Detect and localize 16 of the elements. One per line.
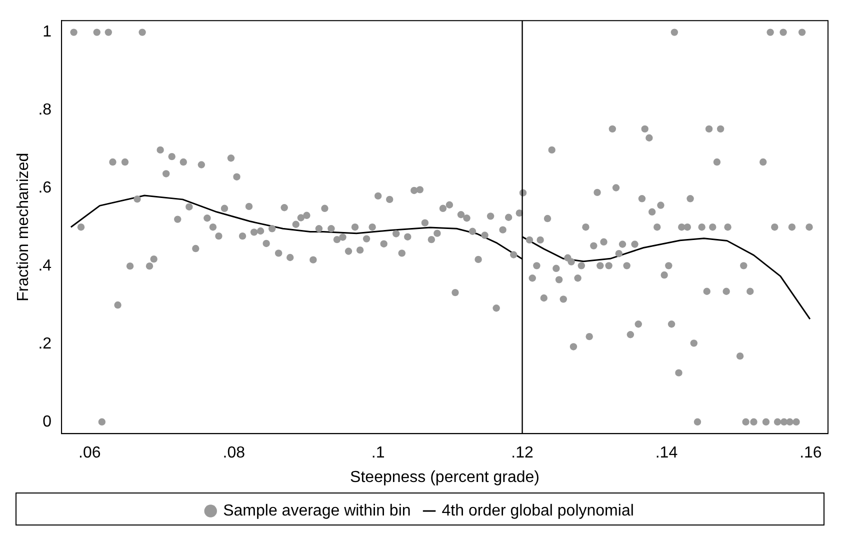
x-tick-label: .12 [511,444,534,462]
y-tick-label: .6 [38,180,52,197]
x-tick-label: .1 [371,444,385,462]
x-axis-title: Steepness (percent grade) [350,468,540,486]
y-tick-label: .2 [38,335,52,352]
x-tick-label: .06 [78,444,101,462]
y-tick-label: .8 [38,102,52,119]
y-tick-label: 0 [42,413,52,430]
y-tick-label: 1 [42,24,52,41]
x-tick-label: .14 [655,444,678,462]
x-tick-label: .08 [222,444,246,462]
y-tick-label: .4 [38,257,52,274]
legend-label: Sample average within bin [223,502,411,520]
x-tick-label: .16 [800,444,822,462]
legend-label: 4th order global polynomial [442,502,634,520]
y-axis-title: Fraction mechanized [15,152,32,302]
